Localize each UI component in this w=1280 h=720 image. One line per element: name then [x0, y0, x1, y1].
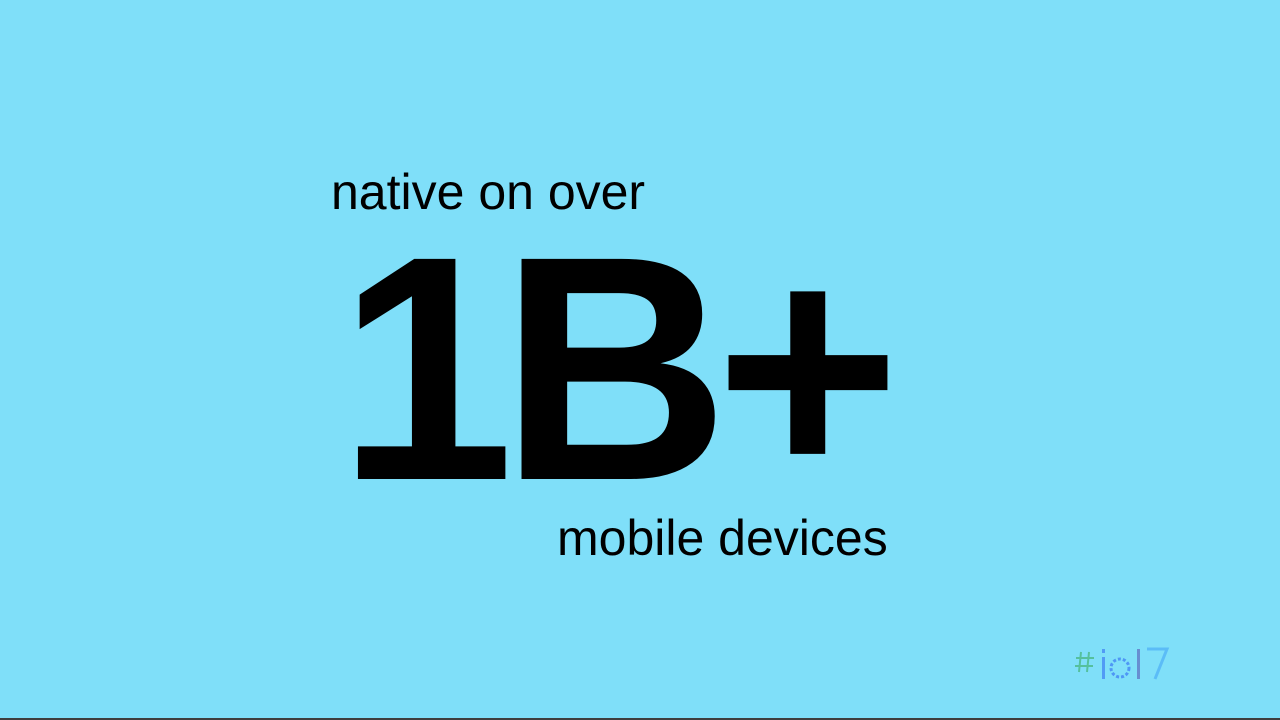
slide-subtitle-top: native on over — [331, 164, 646, 220]
slide-subtitle-bottom: mobile devices — [557, 510, 888, 566]
io17-logo-icon — [1075, 647, 1170, 680]
slide-headline-number: 1B+ — [338, 189, 900, 547]
bottom-divider — [0, 718, 1280, 720]
